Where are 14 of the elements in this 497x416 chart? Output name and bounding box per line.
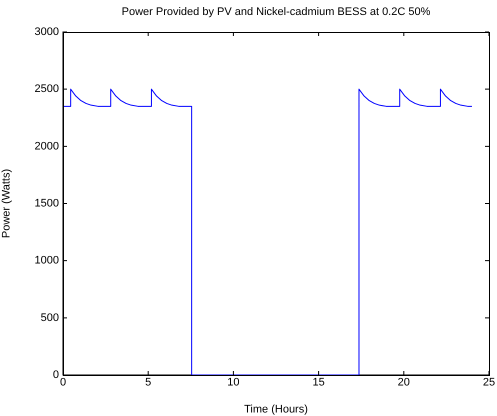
y-tick-label: 2500 (34, 83, 59, 96)
y-axis-title: Power (Watts) (0, 168, 13, 238)
x-tick-label: 15 (312, 376, 325, 389)
x-axis-title: Time (Hours) (244, 403, 308, 416)
y-tick-label: 1500 (34, 198, 59, 210)
x-tick-label: 5 (145, 376, 152, 389)
x-tick-label: 20 (398, 376, 410, 389)
y-tick-label: 500 (40, 312, 59, 324)
y-tick-label: 3000 (34, 26, 59, 38)
chart-title: Power Provided by PV and Nickel-cadmium BESS at 0.2C 50% (122, 6, 431, 18)
x-tick-label: 10 (227, 376, 240, 389)
y-tick-label: 2000 (34, 140, 59, 152)
y-tick-label: 1000 (34, 254, 59, 267)
x-tick-label: 25 (482, 376, 496, 389)
